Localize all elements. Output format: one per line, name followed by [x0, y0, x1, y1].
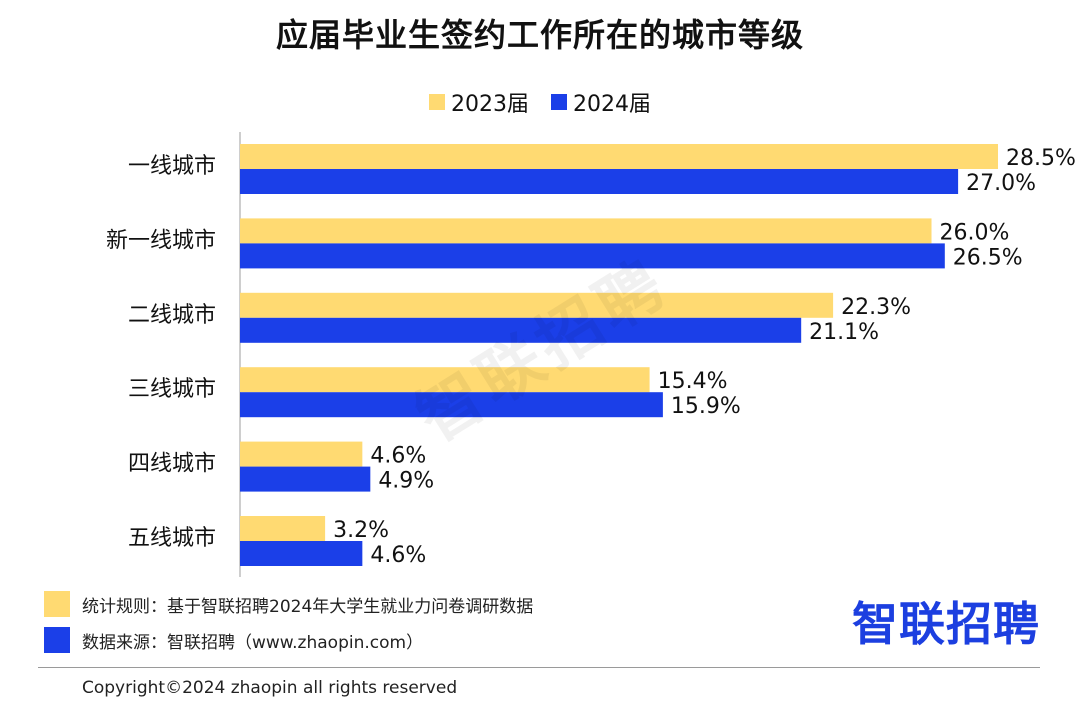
copyright-text: Copyright©2024 zhaopin all rights reserv…: [82, 678, 458, 698]
chart-legend: 2023届 2024届: [0, 86, 1080, 118]
chart-title: 应届毕业生签约工作所在的城市等级: [275, 16, 804, 54]
data-label: 3.2%: [333, 518, 389, 543]
legend-item-2024: 2024届: [551, 86, 651, 118]
legend-item-2023: 2023届: [429, 86, 529, 118]
bar-2024: [240, 466, 371, 492]
data-label: 27.0%: [966, 171, 1036, 196]
note-stat-rule-text: 统计规则：基于智联招聘2024年大学生就业力问卷调研数据: [82, 596, 534, 617]
bar-2023: [240, 218, 932, 244]
data-label: 26.0%: [940, 220, 1010, 245]
note-swatch-blue: [44, 627, 70, 653]
data-label: 28.5%: [1006, 146, 1076, 171]
note-stat-rule: 统计规则：基于智联招聘2024年大学生就业力问卷调研数据: [44, 586, 533, 622]
bar-2024: [240, 243, 945, 269]
data-label: 4.6%: [370, 444, 426, 469]
data-label: 21.1%: [809, 320, 879, 345]
bar-2023: [240, 516, 326, 541]
data-label: 15.9%: [671, 394, 741, 419]
data-label: 4.6%: [370, 543, 426, 568]
legend-swatch-2024: [551, 94, 567, 110]
category-label: 新一线城市: [106, 228, 216, 253]
note-data-source-text: 数据来源：智联招聘（www.zhaopin.com）: [82, 632, 424, 653]
legend-label-2024: 2024届: [573, 92, 651, 117]
data-label: 4.9%: [378, 469, 434, 494]
category-label: 四线城市: [128, 452, 216, 477]
note-swatch-yellow: [44, 591, 70, 617]
bar-2023: [240, 441, 363, 467]
bar-2024: [240, 392, 663, 418]
bar-2023: [240, 292, 834, 318]
category-label: 三线城市: [128, 377, 216, 402]
bar-2023: [240, 144, 998, 169]
data-label: 22.3%: [841, 295, 911, 320]
bar-2024: [240, 317, 802, 343]
legend-swatch-2023: [429, 94, 445, 110]
data-label: 15.4%: [658, 369, 728, 394]
legend-label-2023: 2023届: [451, 92, 529, 117]
category-label: 五线城市: [128, 526, 216, 551]
footer-divider: [38, 667, 1040, 668]
data-label: 26.5%: [953, 245, 1023, 270]
brand-logo: 智联招聘: [852, 597, 1040, 651]
bar-2024: [240, 541, 363, 566]
bar-2023: [240, 367, 650, 393]
category-label: 二线城市: [128, 303, 216, 328]
category-label: 一线城市: [128, 154, 216, 179]
bar-2024: [240, 169, 959, 194]
note-data-source: 数据来源：智联招聘（www.zhaopin.com）: [44, 622, 533, 658]
footer-notes: 统计规则：基于智联招聘2024年大学生就业力问卷调研数据 数据来源：智联招聘（w…: [44, 586, 533, 658]
